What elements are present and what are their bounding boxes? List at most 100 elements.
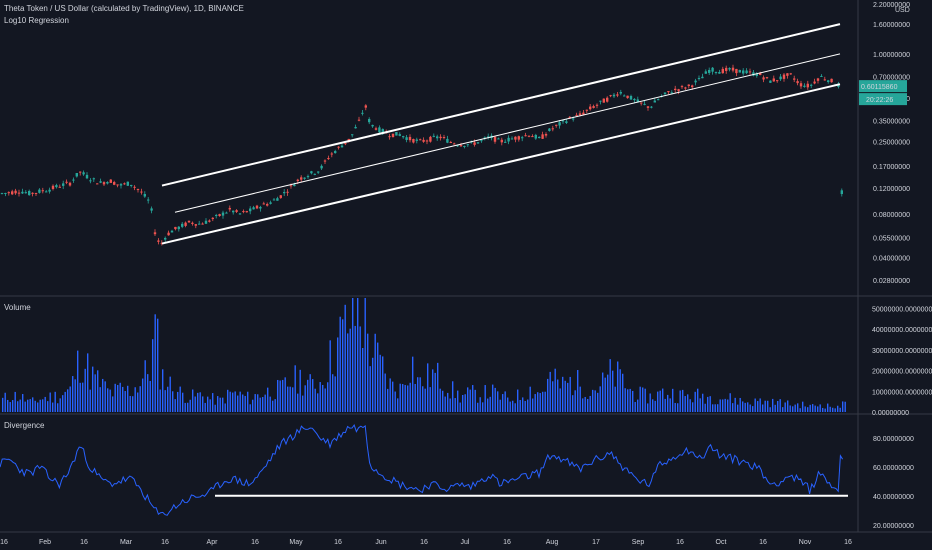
candle-body (361, 112, 364, 114)
candle-body (327, 158, 330, 160)
candle-body (255, 205, 259, 209)
volume-bar (427, 363, 429, 412)
candle-body (28, 190, 31, 196)
volume-bar (499, 399, 501, 412)
volume-bar (572, 395, 574, 412)
volume-bar (752, 406, 754, 412)
volume-bar (247, 391, 249, 412)
candle-body (514, 136, 517, 140)
price-tick-label: 1.60000000 (873, 22, 910, 29)
volume-bar (772, 398, 774, 412)
candle-body (337, 146, 340, 148)
candle-body (194, 224, 197, 226)
last-price-label: 0.60115860 (861, 84, 898, 91)
candle-body (476, 142, 480, 144)
candle-body (714, 72, 718, 74)
volume-bar (87, 353, 89, 412)
candle-body (731, 67, 735, 71)
volume-bar (802, 401, 804, 412)
candle-body (276, 198, 279, 201)
channel-upper-line (161, 23, 841, 187)
candle-body (153, 232, 157, 235)
volume-bar (412, 356, 414, 412)
candle-body (157, 240, 160, 242)
candle-body (803, 85, 806, 87)
candle-body (643, 103, 646, 105)
time-axis-label: May (289, 539, 303, 546)
candle-body (102, 182, 106, 185)
volume-bar (592, 389, 594, 412)
volume-bar (267, 387, 269, 412)
volume-bar (432, 369, 434, 412)
volume-bar (604, 377, 606, 412)
volume-bar (144, 360, 146, 412)
volume-bar (147, 374, 149, 412)
volume-bar (577, 370, 579, 412)
candle-body (595, 104, 599, 106)
candle-body (422, 139, 425, 142)
volume-bar (449, 398, 451, 412)
volume-bar (512, 400, 514, 412)
volume-bar (89, 389, 91, 412)
candle-body (640, 102, 643, 104)
volume-bar (22, 394, 24, 412)
time-axis-label: 16 (80, 539, 88, 546)
candle-body (473, 142, 476, 145)
candle-body (548, 128, 551, 131)
candle-body (89, 180, 92, 182)
candle-body (395, 132, 398, 136)
volume-bar (439, 388, 441, 412)
volume-bar (839, 407, 841, 412)
candle-body (272, 199, 276, 201)
volume-bar (422, 386, 424, 412)
volume-bar (842, 401, 844, 412)
volume-bar (779, 399, 781, 412)
candle-body (701, 76, 704, 79)
volume-bar (62, 395, 64, 412)
volume-bar (679, 390, 681, 412)
volume-bar (102, 378, 104, 412)
volume-bar (402, 384, 404, 412)
candle-body (793, 78, 796, 80)
candle-body (11, 191, 14, 195)
volume-bar (219, 397, 221, 412)
volume-bar (517, 389, 519, 412)
volume-bar (179, 386, 181, 412)
candle-body (728, 67, 731, 70)
candle-body (65, 181, 68, 183)
volume-bar (814, 405, 816, 412)
candle-body (55, 185, 58, 188)
candle-body (119, 184, 123, 186)
time-axis-label: 16 (759, 539, 767, 546)
indicator-label: Log10 Regression (4, 16, 69, 25)
candle-body (779, 76, 782, 80)
volume-bar (792, 406, 794, 412)
volume-bar (242, 394, 244, 412)
volume-bar (727, 399, 729, 412)
volume-bar (79, 382, 81, 412)
volume-bar (357, 298, 359, 412)
candle-body (459, 145, 463, 147)
candle-body (266, 204, 269, 206)
candle-body (58, 186, 61, 188)
volume-bar (129, 395, 131, 412)
candle-body (585, 109, 588, 111)
candle-body (704, 71, 707, 74)
candle-body (765, 77, 769, 79)
volume-bar (399, 383, 401, 412)
candle-body (680, 86, 684, 88)
volume-title: Volume (4, 303, 31, 312)
candle-body (147, 199, 150, 201)
volume-bar (359, 326, 361, 412)
candle-body (606, 97, 609, 102)
candle-body (629, 96, 633, 100)
volume-bar (524, 400, 526, 412)
volume-bar (704, 403, 706, 412)
candle-body (374, 128, 378, 130)
volume-bar (434, 372, 436, 412)
volume-bar (609, 359, 611, 412)
volume-bar (639, 386, 641, 412)
candle-body (41, 190, 44, 192)
candle-body (830, 78, 833, 83)
